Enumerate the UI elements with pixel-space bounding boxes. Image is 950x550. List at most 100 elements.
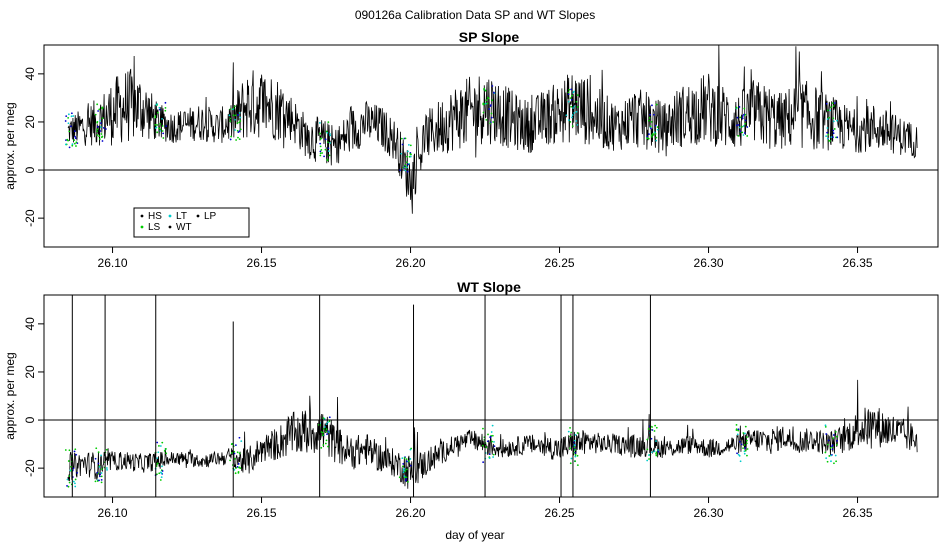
sp-calibration-point — [65, 139, 67, 142]
wt-calibration-point — [491, 440, 493, 443]
sp-calibration-point — [75, 145, 77, 147]
wt-calibration-point — [106, 468, 108, 471]
sp-calibration-point — [570, 88, 573, 91]
wt-calibration-point — [828, 455, 831, 457]
wt-calibration-point — [403, 475, 406, 478]
wt-calibration-point — [402, 468, 405, 471]
sp-calibration-point — [404, 169, 407, 172]
wt-calibration-point — [833, 462, 835, 465]
wt-calibration-point — [746, 436, 748, 438]
legend-label-hs: HS — [148, 211, 162, 222]
wt-calibration-point — [67, 460, 70, 462]
sp-calibration-point — [70, 115, 73, 118]
wt-calibration-point — [68, 481, 71, 484]
wt-panel-title: WT Slope — [457, 279, 521, 295]
sp-calibration-point — [484, 102, 487, 105]
wt-calibration-point — [322, 417, 325, 420]
sp-calibration-point — [485, 99, 488, 102]
sp-calibration-point — [490, 104, 492, 106]
sp-calibration-point — [234, 129, 236, 131]
wt-calibration-point — [236, 451, 239, 454]
sp-x-tick-label: 26.30 — [694, 256, 724, 270]
sp-calibration-point — [319, 152, 322, 155]
wt-calibration-point — [744, 449, 747, 452]
wt-calibration-point — [233, 468, 236, 471]
wt-calibration-point — [569, 426, 571, 429]
sp-calibration-point — [741, 125, 743, 128]
wt-calibration-point — [105, 448, 108, 451]
sp-calibration-point — [832, 129, 835, 132]
sp-calibration-point — [102, 127, 105, 129]
wt-calibration-point — [106, 467, 108, 469]
wt-calibration-point — [69, 469, 72, 472]
wt-calibration-point — [737, 453, 740, 456]
wt-calibration-point — [230, 443, 233, 446]
wt-series-line — [67, 379, 918, 489]
wt-y-tick-label: -20 — [23, 459, 37, 477]
wt-calibration-point — [648, 454, 650, 456]
wt-calibration-point — [650, 437, 653, 440]
sp-calibration-point — [409, 144, 412, 147]
wt-calibration-point — [76, 471, 79, 474]
wt-calibration-point — [488, 453, 491, 456]
wt-calibration-point — [234, 457, 236, 460]
sp-calibration-point — [406, 170, 409, 173]
sp-calibration-point — [101, 117, 104, 120]
sp-x-tick-label: 26.25 — [545, 256, 575, 270]
wt-calibration-point — [737, 429, 740, 432]
wt-calibration-point — [651, 426, 654, 428]
sp-calibration-point — [648, 116, 651, 119]
sp-calibration-point — [73, 130, 76, 133]
sp-calibration-point — [742, 125, 745, 127]
sp-calibration-point — [575, 120, 578, 122]
sp-calibration-point — [154, 116, 157, 119]
wt-x-tick-label: 26.30 — [694, 506, 724, 520]
sp-calibration-point — [656, 126, 659, 128]
sp-calibration-point — [64, 120, 67, 122]
wt-calibration-point — [827, 439, 830, 442]
sp-calibration-point — [650, 120, 653, 123]
sp-calibration-point — [319, 150, 322, 153]
sp-calibration-point — [321, 152, 324, 154]
sp-calibration-point — [238, 121, 241, 124]
wt-calibration-point — [405, 460, 408, 463]
sp-calibration-point — [96, 125, 99, 128]
sp-calibration-point — [229, 138, 232, 141]
wt-calibration-point — [405, 458, 408, 461]
sp-calibration-point — [576, 106, 579, 108]
sp-calibration-point — [406, 166, 408, 169]
sp-calibration-point — [99, 130, 102, 132]
sp-calibration-point — [485, 119, 488, 121]
sp-calibration-point — [405, 161, 408, 164]
sp-calibration-point — [71, 143, 74, 146]
legend-label-ls: LS — [148, 222, 161, 233]
sp-calibration-point — [237, 114, 239, 116]
sp-calibration-point — [829, 109, 831, 112]
sp-calibration-point — [746, 135, 749, 137]
wt-calibration-point — [72, 467, 75, 470]
wt-calibration-point — [405, 477, 407, 480]
sp-y-tick-label: 0 — [23, 166, 37, 173]
wt-calibration-point — [74, 448, 77, 451]
sp-calibration-point — [825, 102, 828, 105]
sp-calibration-point — [655, 136, 658, 139]
legend-marker-lt — [168, 214, 172, 218]
wt-calibration-point — [229, 459, 231, 462]
wt-calibration-point — [655, 440, 657, 442]
wt-calibration-point — [156, 457, 159, 460]
wt-calibration-point — [323, 426, 326, 428]
wt-calibration-point — [573, 444, 576, 447]
sp-calibration-point — [570, 105, 573, 108]
sp-calibration-point — [401, 143, 404, 146]
sp-calibration-point — [96, 103, 99, 106]
wt-calibration-point — [570, 457, 573, 460]
sp-calibration-point — [826, 109, 829, 112]
wt-calibration-point — [100, 475, 103, 478]
wt-calibration-point — [737, 428, 740, 431]
sp-calibration-point — [744, 119, 747, 122]
sp-calibration-point — [648, 133, 650, 136]
wt-calibration-point — [70, 465, 72, 468]
sp-calibration-point — [826, 118, 829, 120]
